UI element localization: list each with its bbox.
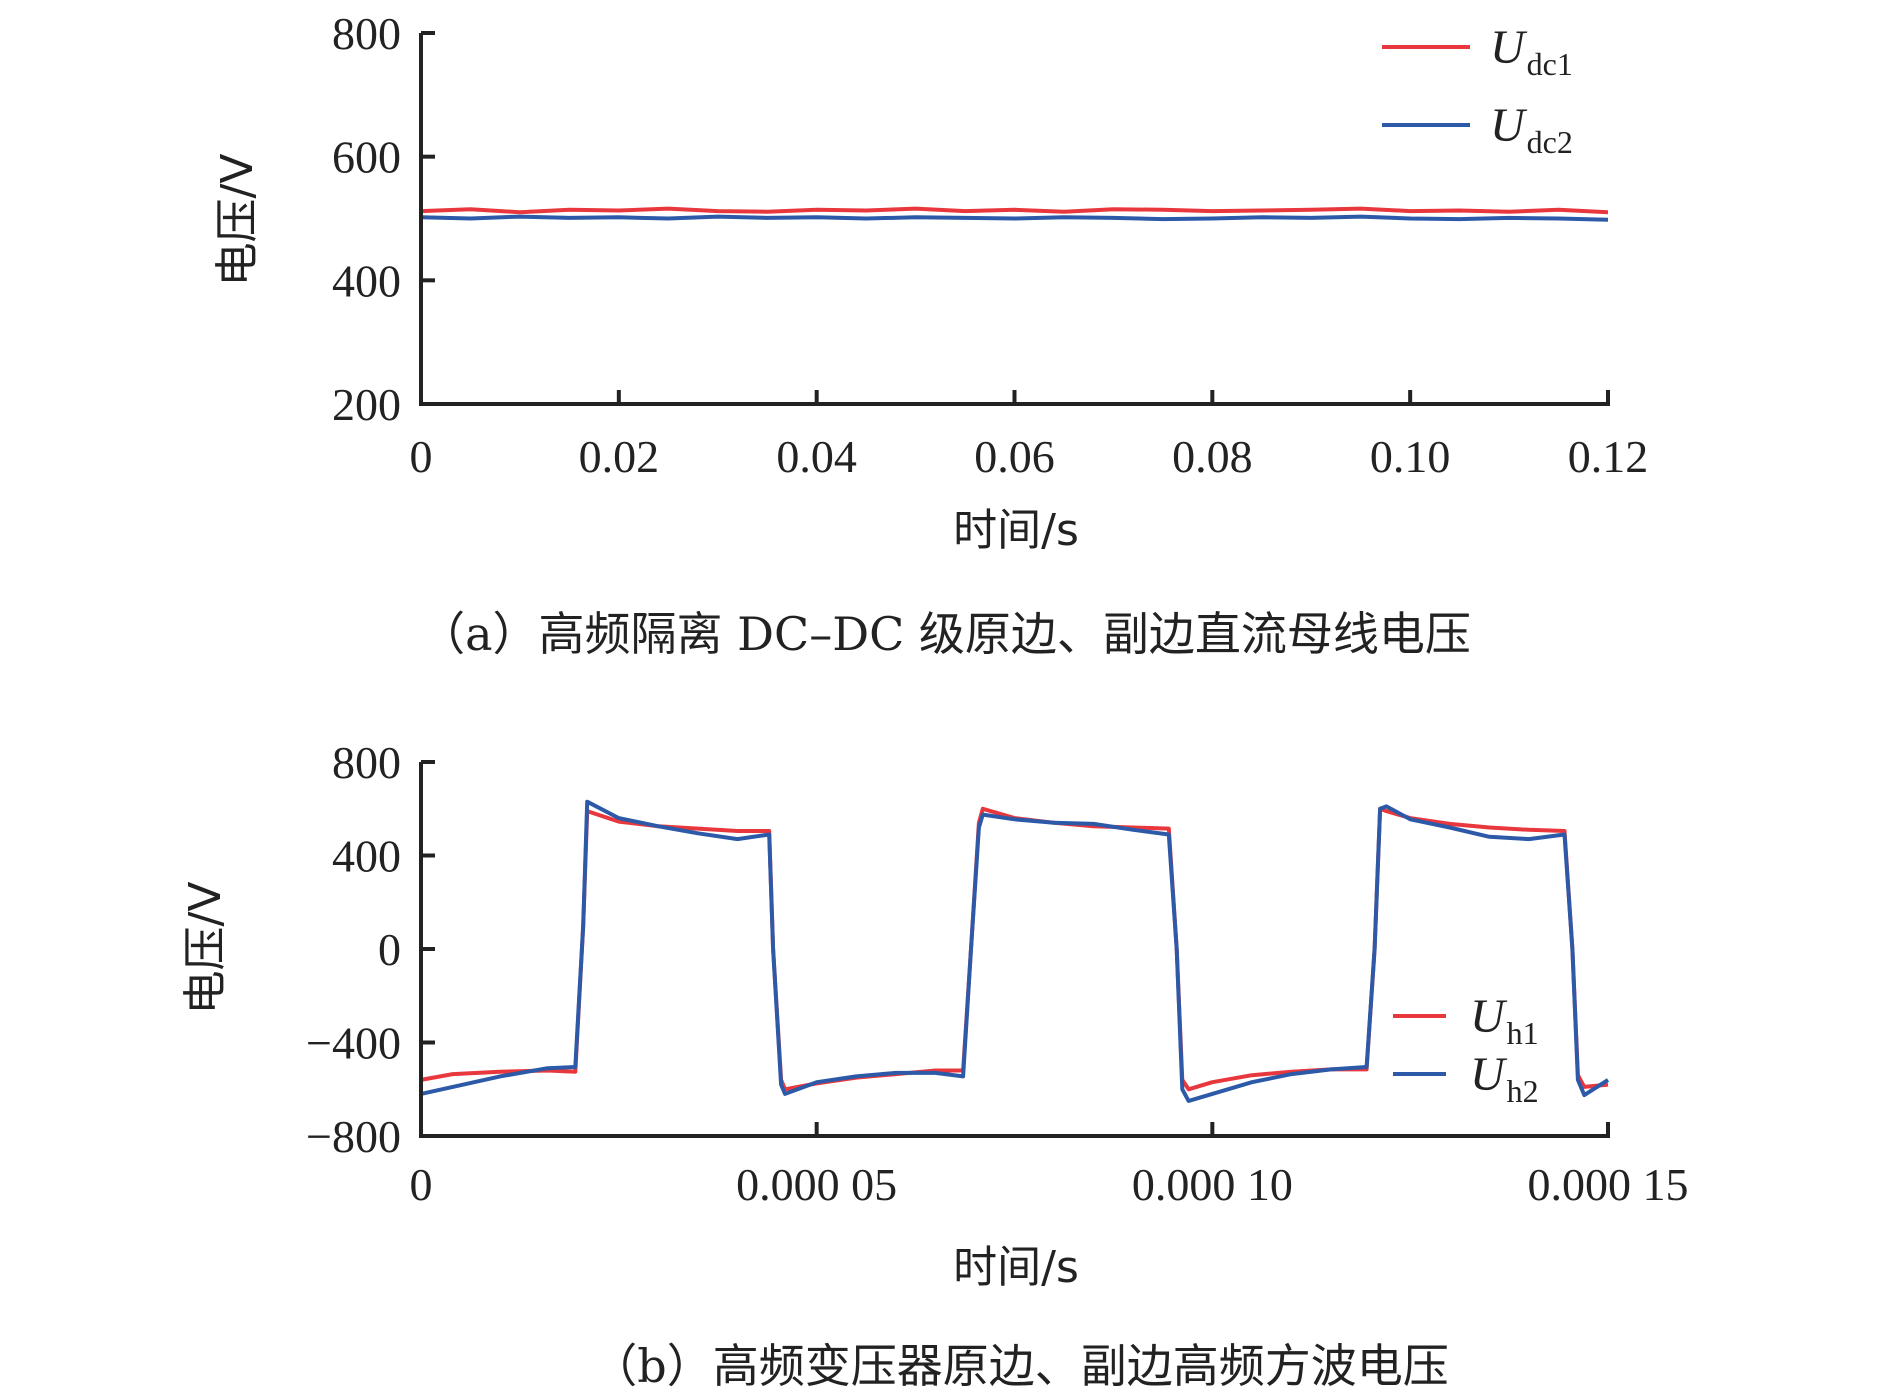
panel-b-series-layer: [420, 799, 1610, 1103]
x-tick-label: 0: [410, 1159, 433, 1210]
x-tick-label: 0.000 15: [1528, 1159, 1689, 1210]
y-tick-label: 200: [332, 379, 401, 430]
panel-a-series-layer: [420, 206, 1609, 222]
y-tick-label: −400: [306, 1018, 401, 1069]
x-tick-label: 0.08: [1172, 431, 1253, 482]
x-tick-label: 0.02: [579, 431, 660, 482]
y-tick-label: 0: [378, 924, 401, 975]
panel-b-ticks: −800 −400 0 400 800 0 0.000 05 0.000 10 0.000 15: [306, 737, 1688, 1210]
legend-label: Uh2: [1470, 1048, 1539, 1109]
x-tick-label: 0.06: [974, 431, 1055, 482]
y-tick-label: −800: [306, 1111, 401, 1162]
x-tick-label: 0: [410, 431, 433, 482]
y-tick-label: 400: [332, 255, 401, 306]
panel-a-caption: （a）高频隔离 DC–DC 级原边、副边直流母线电压: [419, 607, 1471, 661]
y-tick-label: 800: [332, 8, 401, 59]
y-tick-label: 600: [332, 132, 401, 183]
panel-a-y-axis-title: 电压/V: [212, 154, 263, 287]
x-tick-label: 0.000 05: [736, 1159, 897, 1210]
x-tick-label: 0.000 10: [1132, 1159, 1293, 1210]
panel-a-ticks: 200 400 600 800 0 0.02 0.04 0.06 0.08 0.10 0.12: [332, 8, 1648, 482]
panel-a-legend: Udc1 Udc2: [1382, 21, 1573, 160]
x-tick-label: 0.12: [1568, 431, 1649, 482]
series-line-Udc2: [420, 214, 1609, 222]
panel-a-x-axis-title: 时间/s: [953, 505, 1079, 556]
x-tick-label: 0.10: [1370, 431, 1451, 482]
series-line-Uh2: [420, 799, 1610, 1103]
y-tick-label: 400: [332, 831, 401, 882]
series-line-Udc1: [420, 206, 1609, 215]
panel-b-x-axis-title: 时间/s: [953, 1242, 1079, 1293]
legend-label: Udc1: [1490, 21, 1573, 82]
panel-b-caption: （b）高频变压器原边、副边高频方波电压: [591, 1339, 1448, 1393]
x-tick-label: 0.04: [776, 431, 857, 482]
panel-a-chart: 200 400 600 800 0 0.02 0.04 0.06 0.08 0.10 0.12 时间…: [212, 8, 1648, 661]
series-line-Uh1: [420, 806, 1609, 1092]
panel-b-y-axis-title: 电压/V: [180, 882, 231, 1015]
legend-label: Udc2: [1490, 99, 1573, 160]
panel-b-chart: −800 −400 0 400 800 0 0.000 05 0.000 10 0.000 15…: [180, 737, 1689, 1393]
legend-label: Uh1: [1470, 990, 1539, 1051]
y-tick-label: 800: [332, 737, 401, 788]
